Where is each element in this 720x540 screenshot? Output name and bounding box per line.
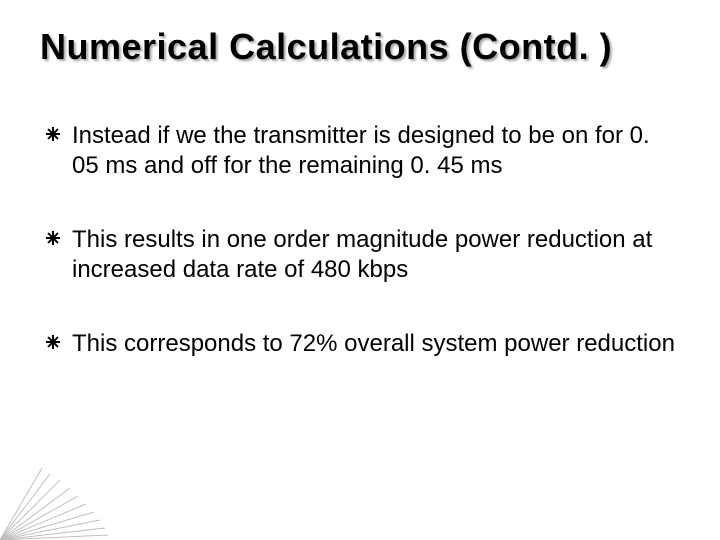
list-item: This corresponds to 72% overall system p… [44, 329, 680, 359]
list-item: Instead if we the transmitter is designe… [44, 121, 680, 181]
corner-accent-icon [0, 460, 110, 540]
bullet-text: Instead if we the transmitter is designe… [72, 122, 650, 179]
list-item: This results in one order magnitude powe… [44, 225, 680, 285]
slide-title: Numerical Calculations (Contd. ) [40, 26, 680, 67]
bullet-list: Instead if we the transmitter is designe… [40, 121, 680, 359]
bullet-text: This corresponds to 72% overall system p… [72, 330, 675, 357]
bullet-text: This results in one order magnitude powe… [72, 226, 652, 283]
slide: Numerical Calculations (Contd. ) Instead… [0, 0, 720, 540]
